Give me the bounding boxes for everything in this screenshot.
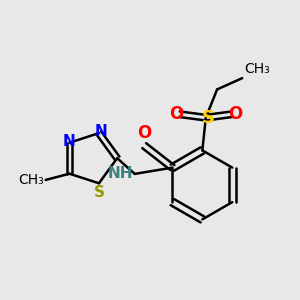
Text: S: S xyxy=(201,109,214,127)
Text: N: N xyxy=(95,124,107,139)
Text: O: O xyxy=(169,105,183,123)
Text: O: O xyxy=(137,124,151,142)
Text: O: O xyxy=(229,105,243,123)
Text: CH₃: CH₃ xyxy=(244,62,270,76)
Text: CH₃: CH₃ xyxy=(18,173,44,187)
Text: NH: NH xyxy=(107,167,133,182)
Text: N: N xyxy=(63,134,76,149)
Text: S: S xyxy=(93,185,104,200)
